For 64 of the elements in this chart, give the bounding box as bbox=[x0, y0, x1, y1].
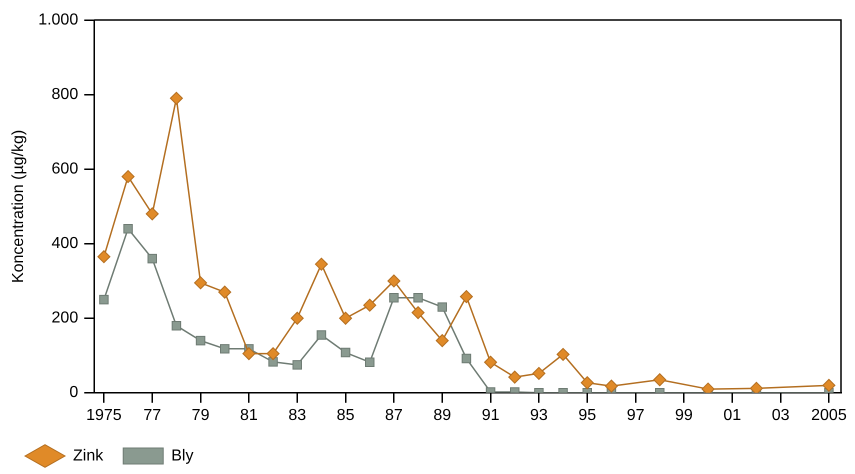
x-tick-label: 1975 bbox=[86, 406, 122, 424]
point bbox=[170, 92, 183, 105]
point bbox=[242, 347, 256, 360]
point bbox=[97, 250, 110, 264]
point bbox=[604, 380, 618, 393]
point bbox=[339, 312, 352, 325]
point bbox=[532, 366, 546, 380]
point bbox=[750, 382, 763, 393]
x-tick-label: 93 bbox=[530, 406, 548, 424]
point bbox=[196, 336, 206, 346]
y-tick-label: 1.000 bbox=[38, 11, 78, 28]
x-tick-label: 95 bbox=[578, 406, 596, 424]
point bbox=[172, 320, 182, 330]
x-tick-label: 79 bbox=[192, 406, 210, 424]
point bbox=[292, 360, 302, 370]
point bbox=[438, 302, 447, 312]
point bbox=[316, 330, 326, 340]
x-tick-label: 83 bbox=[288, 406, 306, 424]
point bbox=[218, 286, 232, 299]
x-tick-label: 97 bbox=[626, 406, 645, 424]
point bbox=[436, 334, 449, 348]
x-tick-label: 81 bbox=[240, 406, 258, 424]
point bbox=[146, 207, 159, 220]
legend-label: Bly bbox=[171, 447, 194, 464]
x-tick-label: 77 bbox=[143, 406, 162, 424]
point bbox=[365, 357, 374, 367]
point bbox=[290, 312, 304, 325]
x-tick-label: 85 bbox=[336, 406, 355, 424]
y-tick-label: 600 bbox=[52, 160, 78, 178]
point bbox=[462, 354, 472, 364]
point bbox=[123, 224, 133, 234]
x-tick-label: 03 bbox=[772, 406, 790, 424]
legend-label: Zink bbox=[73, 447, 104, 464]
point bbox=[580, 376, 594, 390]
x-tick-label: 01 bbox=[723, 406, 742, 424]
point bbox=[413, 292, 423, 302]
point bbox=[363, 298, 376, 312]
y-tick-label: 200 bbox=[52, 310, 78, 327]
x-tick-label: 91 bbox=[482, 406, 500, 424]
point bbox=[266, 347, 280, 360]
x-tick-label: 99 bbox=[675, 406, 693, 424]
y-tick-label: 0 bbox=[69, 384, 78, 402]
point bbox=[412, 306, 425, 320]
point bbox=[822, 378, 836, 392]
point bbox=[314, 258, 328, 271]
point bbox=[508, 370, 522, 384]
point bbox=[194, 276, 208, 290]
x-tick-label: 89 bbox=[433, 406, 452, 424]
point bbox=[220, 344, 230, 354]
point bbox=[556, 348, 570, 361]
point bbox=[460, 290, 473, 304]
point bbox=[122, 170, 135, 184]
y-axis-title: Koncentration (µg/kg) bbox=[10, 130, 28, 284]
point bbox=[484, 356, 498, 369]
y-tick-label: 800 bbox=[52, 86, 78, 103]
point bbox=[99, 294, 109, 304]
point bbox=[148, 254, 157, 264]
point bbox=[387, 274, 400, 288]
x-tick-label: 2005 bbox=[811, 406, 847, 424]
point bbox=[340, 348, 350, 358]
y-tick-label: 400 bbox=[52, 235, 78, 252]
x-tick-label: 87 bbox=[385, 406, 403, 424]
point bbox=[653, 373, 666, 386]
point bbox=[389, 292, 399, 302]
